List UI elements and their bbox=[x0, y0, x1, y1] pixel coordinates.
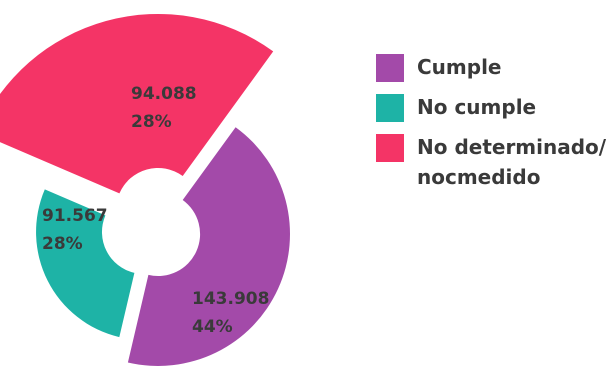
slice-label-no-determinado-value: 94.088 bbox=[131, 84, 197, 104]
slice-label-no-cumple-value: 91.567 bbox=[42, 206, 108, 226]
legend-label-no-cumple: No cumple bbox=[417, 95, 537, 119]
legend-swatch-no-cumple bbox=[376, 94, 404, 122]
donut-chart: 94.088 28% 91.567 28% 143.908 44% bbox=[0, 13, 290, 366]
legend-item-cumple: Cumple bbox=[376, 52, 615, 82]
slice-label-cumple-percent: 44% bbox=[192, 317, 233, 337]
legend: Cumple No cumple No determinado/ nocmedi… bbox=[376, 52, 615, 202]
slice-label-cumple-value: 143.908 bbox=[192, 289, 269, 309]
legend-item-no-cumple: No cumple bbox=[376, 92, 615, 122]
slice-no-determinado bbox=[0, 13, 274, 194]
legend-swatch-no-determinado bbox=[376, 134, 404, 162]
slice-label-no-determinado-percent: 28% bbox=[131, 112, 172, 132]
slice-label-no-cumple-percent: 28% bbox=[42, 234, 83, 254]
legend-swatch-cumple bbox=[376, 54, 404, 82]
legend-label-no-determinado: No determinado/ nocmedido bbox=[417, 135, 607, 189]
slice-no-cumple bbox=[36, 189, 135, 338]
legend-label-cumple: Cumple bbox=[417, 55, 502, 79]
slice-cumple bbox=[127, 127, 290, 366]
legend-item-no-determinado: No determinado/ nocmedido bbox=[376, 132, 615, 192]
